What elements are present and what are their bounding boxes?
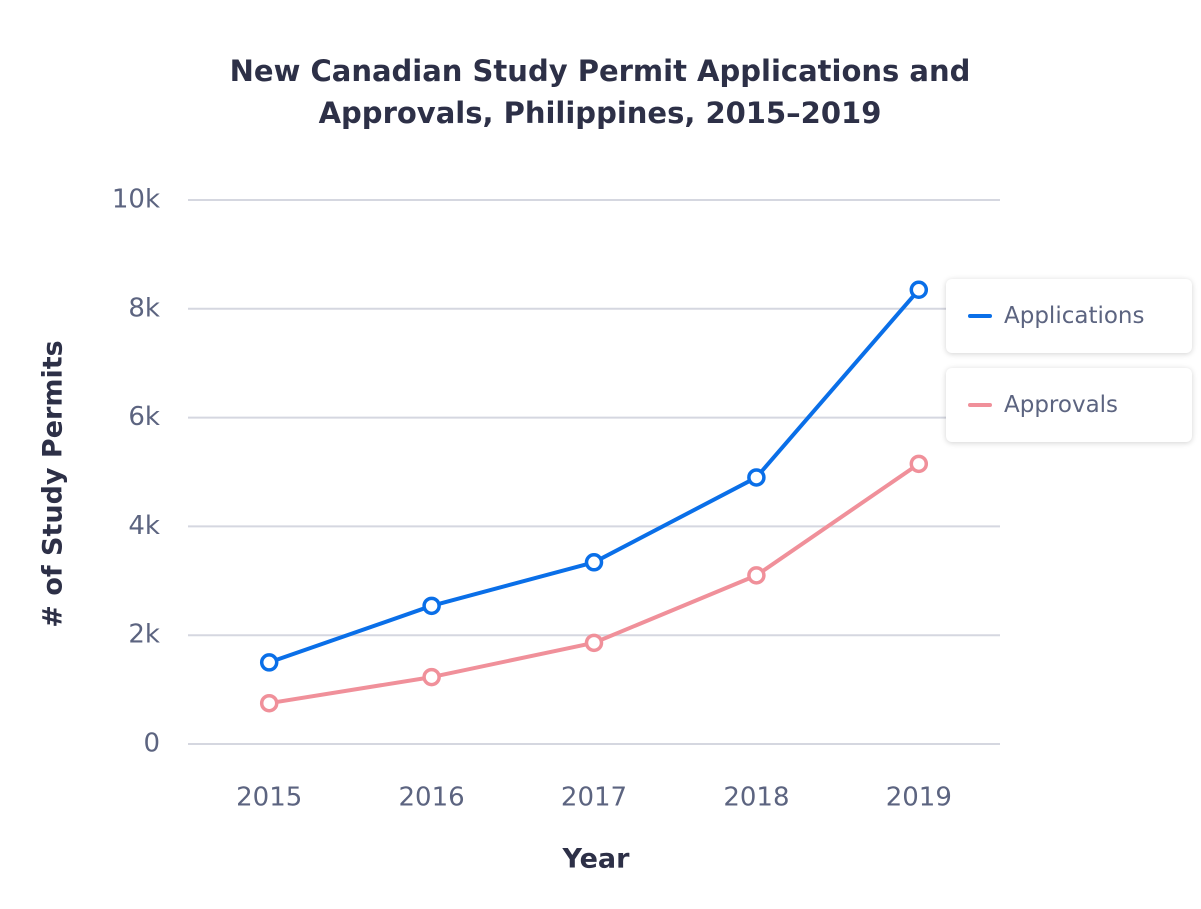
x-tick-label: 2017: [561, 783, 627, 813]
point: [259, 693, 279, 713]
y-axis-title: # of Study Permits: [38, 340, 69, 627]
point: [747, 566, 766, 585]
y-tick-label: 8k: [128, 293, 160, 323]
point: [422, 667, 441, 687]
legend-label: Applications: [1004, 303, 1145, 329]
legend-item[interactable]: Approvals: [946, 368, 1192, 442]
x-tick-label: 2015: [236, 783, 302, 813]
chart-title: New Canadian Study Permit Applications a…: [229, 54, 971, 130]
y-tick-label: 0: [143, 729, 160, 759]
y-tick-label: 10k: [112, 185, 160, 215]
x-tick-label: 2016: [399, 783, 465, 813]
legend-item[interactable]: Applications: [946, 279, 1192, 353]
series-line: [268, 288, 921, 665]
point: [259, 653, 279, 672]
y-tick-label: 4k: [128, 511, 160, 541]
point: [584, 553, 604, 572]
series-line: [268, 462, 920, 706]
point: [747, 468, 766, 487]
legend-swatch: [968, 403, 992, 407]
x-axis-title: Year: [562, 844, 631, 875]
legend-label: Approvals: [1004, 392, 1119, 418]
point: [584, 633, 604, 653]
y-tick-label: 6k: [128, 402, 160, 432]
x-tick-label: 2018: [723, 783, 789, 813]
point: [909, 280, 929, 300]
y-tick-label: 2k: [128, 620, 160, 650]
point: [422, 596, 441, 616]
x-tick-label: 2019: [886, 783, 952, 813]
legend-swatch: [968, 314, 992, 318]
point: [909, 454, 929, 474]
